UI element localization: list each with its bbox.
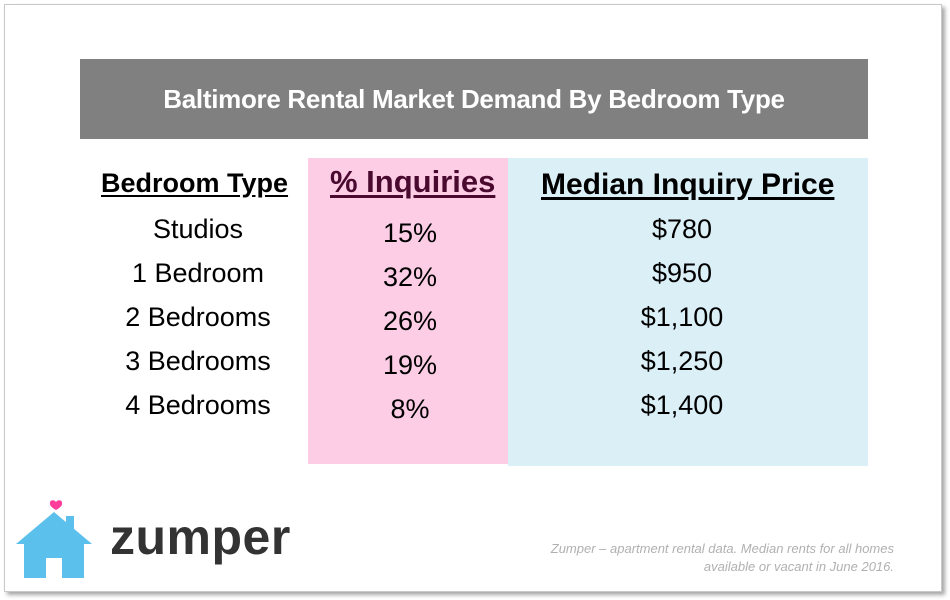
logo-wordmark: zumper: [110, 509, 291, 565]
footnote-line-2: available or vacant in June 2016.: [703, 559, 894, 574]
header-median-price: Median Inquiry Price: [541, 168, 835, 201]
cell-median-price: $780: [651, 214, 713, 244]
header-bedroom-type: Bedroom Type: [101, 168, 289, 198]
zumper-logo: zumper: [14, 496, 314, 586]
cell-inquiries: 15%: [382, 218, 438, 248]
cell-median-price: $1,250: [640, 346, 724, 376]
cell-bedroom-type: 1 Bedroom: [131, 258, 265, 288]
cell-bedroom-type: 3 Bedrooms: [125, 346, 271, 376]
house-heart-icon: [16, 500, 92, 578]
cell-median-price: $950: [651, 258, 713, 288]
cell-bedroom-type: 4 Bedrooms: [125, 390, 271, 420]
title-bar: Baltimore Rental Market Demand By Bedroo…: [80, 59, 868, 139]
cell-inquiries: 19%: [382, 350, 438, 380]
header-inquiries: % Inquiries: [330, 164, 496, 199]
cell-median-price: $1,400: [640, 390, 724, 420]
cell-median-price: $1,100: [640, 302, 724, 332]
cell-inquiries: 8%: [390, 394, 430, 424]
chart-title: Baltimore Rental Market Demand By Bedroo…: [163, 83, 785, 114]
footnote-line-1: Zumper – apartment rental data. Median r…: [550, 541, 894, 556]
source-footnote: Zumper – apartment rental data. Median r…: [474, 540, 894, 576]
cell-bedroom-type: Studios: [152, 214, 244, 244]
inquiries-column-background: [308, 158, 508, 464]
cell-inquiries: 26%: [382, 306, 438, 336]
cell-bedroom-type: 2 Bedrooms: [125, 302, 271, 332]
cell-inquiries: 32%: [382, 262, 438, 292]
price-column-background: [508, 158, 868, 466]
